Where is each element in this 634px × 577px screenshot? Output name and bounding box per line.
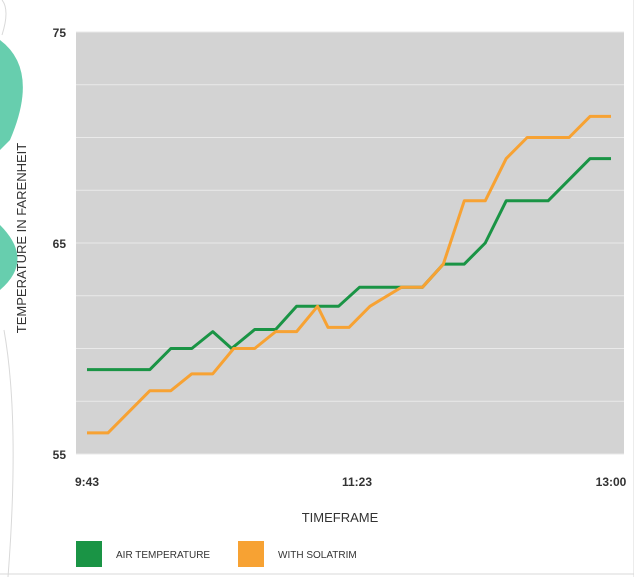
x-axis-title: TIMEFRAME — [302, 510, 379, 525]
y-tick-label-55: 55 — [53, 448, 67, 462]
series-lines — [87, 114, 611, 435]
x-tick-label-middle: 11:23 — [342, 475, 372, 489]
legend-swatch-air-temperature — [76, 541, 102, 567]
legend-label-with-solatrim: WITH SOLATRIM — [278, 550, 357, 561]
decorative-frame-top — [1, 0, 7, 36]
y-axis-title: TEMPERATURE IN FARENHEIT — [14, 143, 29, 334]
series-line-air-temperature — [87, 157, 611, 372]
grid-lines — [76, 31, 624, 455]
legend: AIR TEMPERATURE WITH SOLATRIM — [76, 541, 357, 567]
y-tick-label-65: 65 — [53, 237, 67, 251]
x-tick-label-start: 9:43 — [75, 475, 99, 489]
x-tick-label-end: 13:00 — [596, 475, 627, 489]
decorative-arc-top — [0, 40, 23, 150]
legend-label-air-temperature: AIR TEMPERATURE — [116, 550, 210, 561]
decorative-arc-middle — [0, 225, 18, 290]
series-line-with-solatrim — [87, 114, 611, 435]
y-tick-label-75: 75 — [53, 26, 67, 40]
legend-swatch-with-solatrim — [238, 541, 264, 567]
decorative-frame-left — [3, 329, 14, 577]
